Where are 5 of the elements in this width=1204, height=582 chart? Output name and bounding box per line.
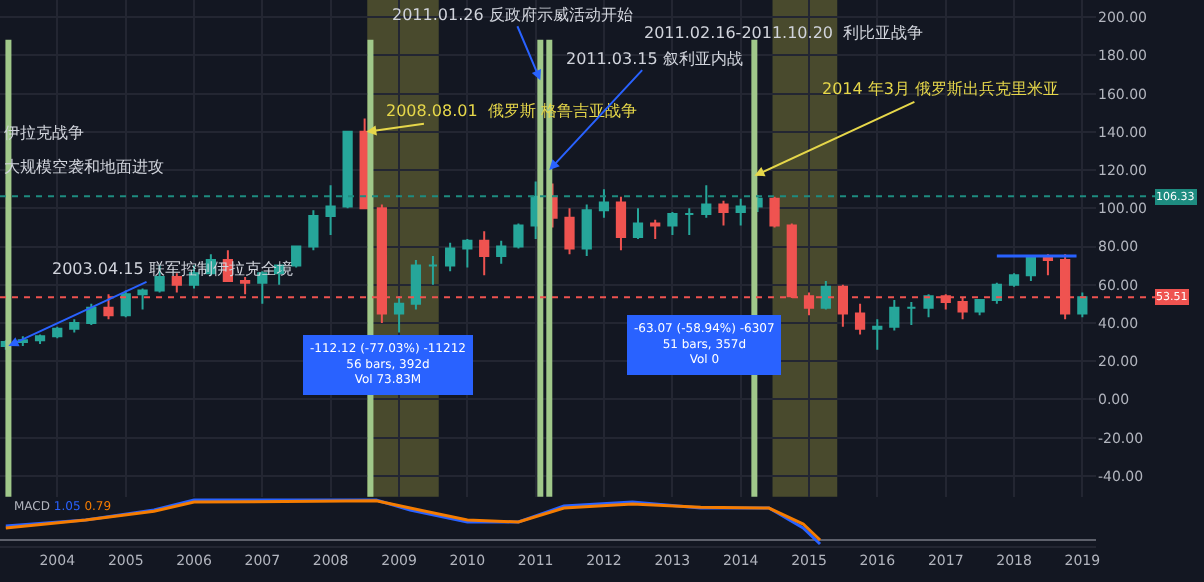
annotation: 2011.03.15 叙利亚内战: [566, 50, 743, 68]
annotation: 2008.08.01 俄罗斯 格鲁吉亚战争: [386, 102, 637, 120]
annotation: 2011.01.26 反政府示威活动开始: [392, 6, 633, 24]
annotation: 2011.02.16-2011.10.20 利比亚战争: [644, 24, 924, 42]
annotation: 2014 年3月 俄罗斯出兵克里米亚: [822, 80, 1060, 98]
